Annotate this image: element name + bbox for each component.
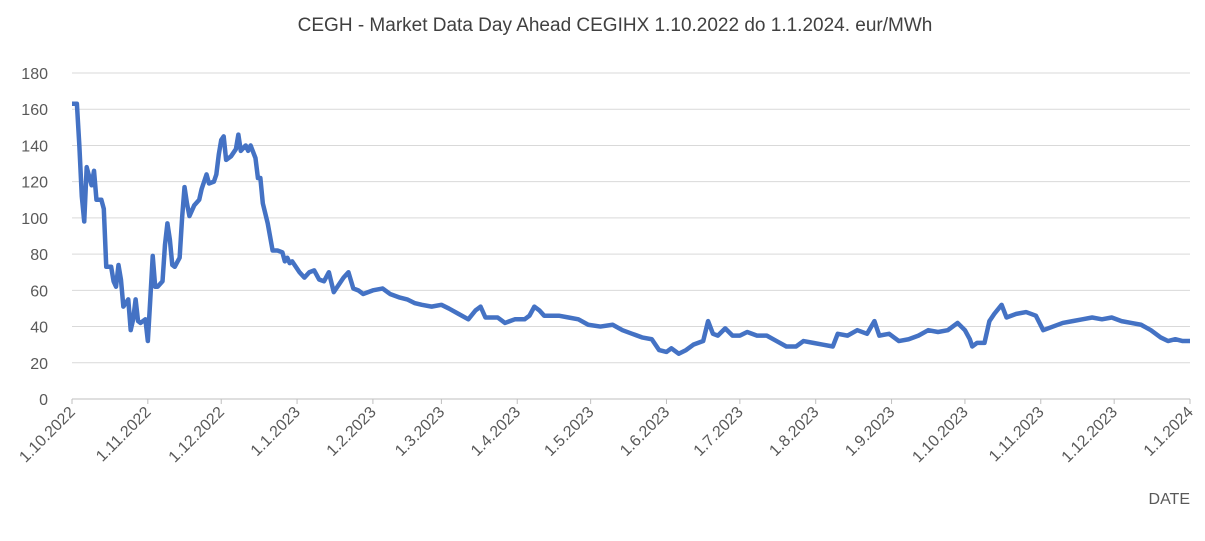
y-tick-label: 140 (21, 138, 48, 155)
x-axis-label: DATE (1149, 491, 1190, 508)
y-tick-label: 0 (39, 392, 48, 409)
x-tick-label: 1.12.2023 (1059, 404, 1121, 466)
y-tick-label: 80 (30, 247, 48, 264)
x-tick-label: 1.2.2023 (324, 404, 380, 460)
x-tick-label: 1.11.2022 (93, 404, 155, 466)
x-tick-label: 1.6.2023 (617, 404, 673, 460)
x-tick-label: 1.8.2023 (766, 404, 822, 460)
y-tick-label: 20 (30, 356, 48, 373)
x-tick-label: 1.3.2023 (392, 404, 448, 460)
x-tick-label: 1.7.2023 (691, 404, 747, 460)
data-line (72, 101, 1190, 356)
x-tick-label: 1.1.2023 (248, 404, 304, 460)
x-tick-label: 1.11.2023 (986, 404, 1048, 466)
y-tick-label: 180 (21, 66, 48, 83)
chart-title: CEGH - Market Data Day Ahead CEGIHX 1.10… (298, 15, 933, 36)
y-tick-label: 100 (21, 211, 48, 228)
x-tick-label: 1.9.2023 (842, 404, 898, 460)
y-tick-label: 60 (30, 283, 48, 300)
x-tick-label: 1.1.2024 (1141, 404, 1197, 460)
y-tick-label: 120 (21, 175, 48, 192)
x-tick-label: 1.5.2023 (541, 404, 597, 460)
y-tick-label: 40 (30, 320, 48, 337)
x-tick-label: 1.4.2023 (468, 404, 524, 460)
x-tick-label: 1.10.2023 (909, 404, 971, 466)
x-tick-label: 1.12.2022 (166, 404, 228, 466)
x-tick-label: 1.10.2022 (16, 404, 78, 466)
y-tick-label: 160 (21, 102, 48, 119)
